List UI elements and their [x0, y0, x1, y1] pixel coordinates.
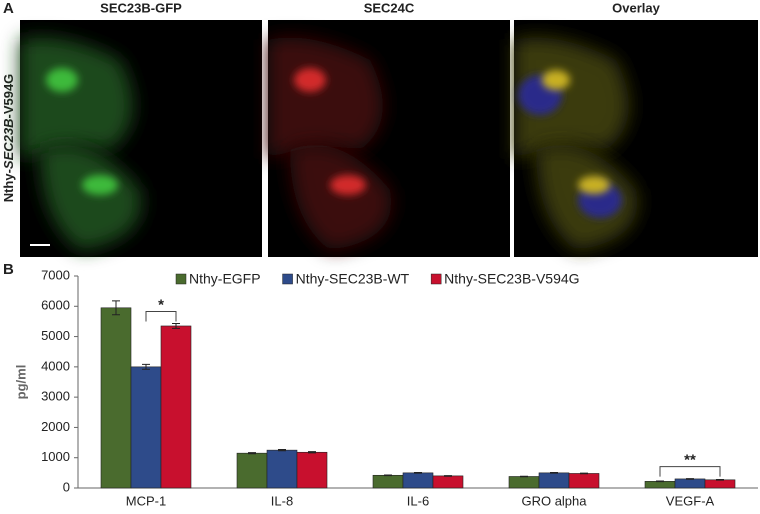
panel-label: A: [3, 0, 14, 17]
error-bar: [112, 300, 120, 316]
legend-label: Nthy-SEC23B-WT: [296, 271, 410, 287]
error-bar: [142, 363, 150, 370]
bar: [538, 472, 570, 489]
significance-bracket: [659, 466, 721, 477]
bar: [644, 481, 676, 489]
image-red: [268, 20, 510, 257]
bar: [674, 478, 706, 489]
error-bar: [686, 478, 694, 480]
side-label-part: Nthy-: [1, 169, 16, 202]
bar: [508, 476, 540, 489]
y-tick-label: 1000: [41, 449, 70, 464]
bar: [160, 325, 192, 489]
error-bar: [444, 475, 452, 477]
side-label-part: -V594G: [1, 74, 16, 119]
side-label-part: SEC23B: [1, 119, 16, 170]
legend-label: Nthy-SEC23B-V594G: [444, 271, 579, 287]
bar: [100, 307, 132, 489]
y-tick-label: 0: [63, 479, 70, 494]
legend-swatch: [282, 273, 293, 285]
x-tick-label: VEGF-A: [666, 493, 715, 508]
error-bar: [550, 472, 558, 474]
bar: [568, 473, 600, 489]
error-bar: [248, 452, 256, 455]
bar: [372, 474, 404, 489]
panel-label: B: [3, 261, 14, 278]
error-bar: [278, 449, 286, 452]
y-tick-label: 4000: [41, 358, 70, 373]
legend-swatch: [175, 273, 187, 285]
x-tick-label: IL-8: [271, 493, 293, 508]
image-title: Overlay: [612, 0, 660, 15]
y-tick-label: 3000: [41, 389, 70, 404]
error-bar: [520, 475, 528, 478]
bar: [236, 452, 268, 489]
bar: [704, 479, 736, 489]
x-tick-label: IL-6: [407, 493, 429, 508]
error-bar: [580, 472, 588, 475]
y-tick-label: 5000: [41, 328, 70, 343]
significance-bracket: [145, 311, 177, 322]
image-title: SEC23B-GFP: [100, 0, 182, 15]
bar: [266, 449, 298, 489]
image-overlay: [514, 20, 758, 257]
error-bar: [656, 480, 664, 483]
side-label: Nthy-SEC23B-V594G: [1, 74, 16, 203]
image-title: SEC24C: [364, 0, 415, 15]
error-bar: [308, 451, 316, 454]
legend-swatch: [430, 273, 442, 285]
image-green: [20, 20, 262, 257]
x-tick-label: MCP-1: [126, 493, 166, 508]
y-tick-label: 7000: [41, 267, 70, 282]
error-bar: [172, 323, 180, 329]
significance-label: **: [684, 452, 696, 469]
error-bar: [414, 472, 422, 474]
y-tick-label: 6000: [41, 298, 70, 313]
error-bar: [716, 479, 724, 481]
error-bar: [384, 474, 392, 477]
legend-label: Nthy-EGFP: [189, 271, 261, 287]
bar: [432, 475, 464, 489]
bar: [296, 451, 328, 489]
y-axis-label: pg/ml: [13, 365, 28, 400]
x-tick-label: GRO alpha: [521, 493, 587, 508]
y-tick-label: 2000: [41, 419, 70, 434]
bar: [130, 366, 162, 489]
bar: [402, 472, 434, 489]
significance-label: *: [158, 297, 164, 314]
